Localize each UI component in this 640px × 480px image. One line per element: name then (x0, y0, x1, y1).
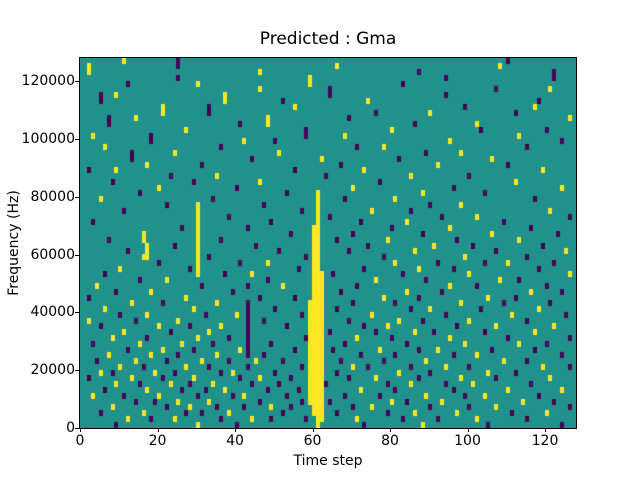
x-tick-mark (467, 428, 469, 432)
x-tick-mark (157, 428, 159, 432)
x-tick-label: 60 (303, 433, 322, 449)
y-tick-label: 20000 (30, 362, 75, 379)
y-tick-label: 0 (66, 420, 75, 436)
y-tick-label: 80000 (30, 188, 75, 205)
y-tick-mark (75, 428, 79, 429)
plot-area (79, 57, 577, 429)
y-axis-label: Frequency (Hz) (6, 190, 22, 296)
x-tick-mark (312, 428, 314, 432)
x-tick-mark (235, 428, 236, 432)
x-tick-label: 80 (381, 433, 399, 449)
y-tick-mark (75, 254, 79, 256)
plot-title: Predicted : Gma (259, 29, 397, 49)
x-tick-label: 120 (531, 433, 559, 449)
y-tick-mark (75, 370, 79, 372)
x-tick-mark (390, 428, 391, 432)
y-tick-mark (75, 81, 79, 83)
y-tick-mark (75, 196, 79, 198)
x-tick-label: 0 (75, 433, 85, 449)
x-tick-mark (545, 428, 546, 432)
y-tick-mark (75, 312, 79, 314)
x-tick-label: 20 (148, 433, 167, 449)
x-tick-mark (80, 428, 81, 432)
y-tick-label: 60000 (30, 246, 75, 263)
x-axis-label: Time step (293, 453, 363, 469)
y-tick-label: 120000 (21, 73, 75, 90)
y-tick-label: 100000 (21, 130, 75, 147)
y-tick-label: 40000 (30, 304, 75, 321)
x-tick-label: 40 (226, 433, 244, 449)
y-tick-mark (75, 138, 79, 140)
heatmap-canvas (80, 58, 576, 428)
x-tick-label: 100 (454, 433, 481, 449)
